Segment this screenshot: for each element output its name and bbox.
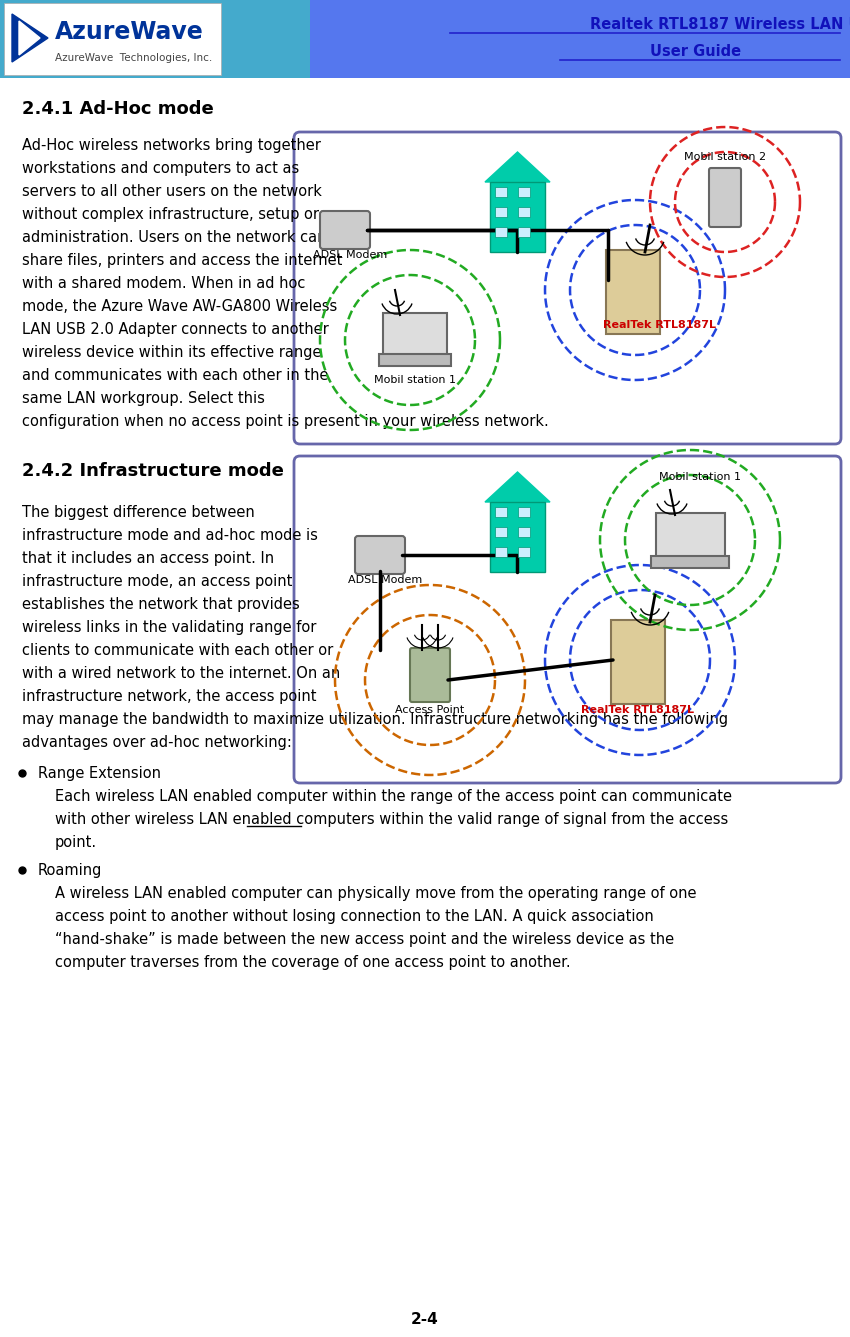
FancyBboxPatch shape: [495, 547, 507, 558]
Text: Access Point: Access Point: [395, 705, 465, 715]
Text: AzureWave  Technologies, Inc.: AzureWave Technologies, Inc.: [55, 53, 212, 63]
FancyBboxPatch shape: [495, 527, 507, 537]
Text: AzureWave: AzureWave: [55, 20, 204, 44]
Text: access point to another without losing connection to the LAN. A quick associatio: access point to another without losing c…: [55, 909, 654, 924]
FancyBboxPatch shape: [294, 132, 841, 444]
Text: LAN USB 2.0 Adapter connects to another: LAN USB 2.0 Adapter connects to another: [22, 322, 329, 337]
Polygon shape: [485, 152, 550, 182]
Text: Mobil station 1: Mobil station 1: [374, 374, 456, 385]
Text: ADSL Modem: ADSL Modem: [348, 575, 422, 586]
Text: establishes the network that provides: establishes the network that provides: [22, 598, 300, 612]
Text: same LAN workgroup. Select this: same LAN workgroup. Select this: [22, 390, 265, 406]
Text: infrastructure mode and ad-hoc mode is: infrastructure mode and ad-hoc mode is: [22, 528, 318, 543]
Text: with a shared modem. When in ad hoc: with a shared modem. When in ad hoc: [22, 275, 305, 291]
FancyBboxPatch shape: [383, 313, 447, 357]
FancyBboxPatch shape: [355, 536, 405, 574]
Text: User Guide: User Guide: [650, 44, 741, 60]
Text: RealTek RTL8187L: RealTek RTL8187L: [604, 320, 717, 330]
FancyBboxPatch shape: [518, 207, 530, 217]
Text: and communicates with each other in the: and communicates with each other in the: [22, 368, 328, 382]
FancyBboxPatch shape: [0, 0, 850, 78]
Text: servers to all other users on the network: servers to all other users on the networ…: [22, 185, 322, 199]
Text: “hand-shake” is made between the new access point and the wireless device as the: “hand-shake” is made between the new acc…: [55, 932, 674, 947]
Text: infrastructure network, the access point: infrastructure network, the access point: [22, 689, 316, 705]
Text: that it includes an access point. In: that it includes an access point. In: [22, 551, 274, 566]
FancyBboxPatch shape: [656, 513, 725, 559]
FancyBboxPatch shape: [518, 547, 530, 558]
FancyBboxPatch shape: [320, 211, 370, 249]
FancyBboxPatch shape: [294, 456, 841, 783]
FancyBboxPatch shape: [4, 3, 221, 75]
Text: mode, the Azure Wave AW-GA800 Wireless: mode, the Azure Wave AW-GA800 Wireless: [22, 299, 337, 314]
FancyBboxPatch shape: [379, 354, 451, 366]
Text: administration. Users on the network can: administration. Users on the network can: [22, 230, 326, 245]
FancyBboxPatch shape: [651, 556, 729, 568]
Text: Ad-Hoc wireless networks bring together: Ad-Hoc wireless networks bring together: [22, 138, 320, 152]
Text: Mobil station 1: Mobil station 1: [659, 472, 741, 483]
Text: workstations and computers to act as: workstations and computers to act as: [22, 160, 299, 176]
Text: The biggest difference between: The biggest difference between: [22, 505, 255, 520]
Text: computer traverses from the coverage of one access point to another.: computer traverses from the coverage of …: [55, 955, 570, 971]
Text: Roaming: Roaming: [38, 862, 102, 878]
FancyBboxPatch shape: [490, 182, 545, 251]
Text: configuration when no access point is present in your wireless network.: configuration when no access point is pr…: [22, 414, 549, 429]
Text: 2.4.2 Infrastructure mode: 2.4.2 Infrastructure mode: [22, 463, 284, 480]
Text: A wireless LAN enabled computer can physically move from the operating range of : A wireless LAN enabled computer can phys…: [55, 886, 696, 901]
Polygon shape: [485, 472, 550, 501]
Polygon shape: [12, 13, 48, 62]
Text: with a wired network to the internet. On an: with a wired network to the internet. On…: [22, 666, 340, 681]
FancyBboxPatch shape: [490, 501, 545, 572]
FancyBboxPatch shape: [495, 507, 507, 517]
Text: Each wireless LAN enabled computer within the range of the access point can comm: Each wireless LAN enabled computer withi…: [55, 789, 732, 804]
Text: with other wireless LAN enabled computers within the valid range of signal from : with other wireless LAN enabled computer…: [55, 812, 728, 828]
FancyBboxPatch shape: [518, 227, 530, 237]
Text: advantages over ad-hoc networking:: advantages over ad-hoc networking:: [22, 735, 292, 750]
FancyBboxPatch shape: [495, 227, 507, 237]
Text: 2.4.1 Ad-Hoc mode: 2.4.1 Ad-Hoc mode: [22, 100, 213, 118]
Text: Range Extension: Range Extension: [38, 766, 161, 781]
Text: ADSL Modem: ADSL Modem: [313, 250, 387, 259]
FancyBboxPatch shape: [709, 168, 741, 227]
Text: 2-4: 2-4: [411, 1313, 439, 1328]
Text: share files, printers and access the internet: share files, printers and access the int…: [22, 253, 343, 267]
Text: RealTek RTL8187L: RealTek RTL8187L: [581, 705, 694, 715]
Text: may manage the bandwidth to maximize utilization. Infrastructure networking has : may manage the bandwidth to maximize uti…: [22, 713, 728, 727]
FancyBboxPatch shape: [518, 527, 530, 537]
Polygon shape: [19, 21, 40, 55]
Text: point.: point.: [55, 836, 97, 850]
FancyBboxPatch shape: [518, 187, 530, 197]
Text: without complex infrastructure, setup or: without complex infrastructure, setup or: [22, 207, 319, 222]
FancyBboxPatch shape: [611, 620, 665, 705]
Text: infrastructure mode, an access point: infrastructure mode, an access point: [22, 574, 292, 590]
FancyBboxPatch shape: [410, 648, 450, 702]
Text: clients to communicate with each other or: clients to communicate with each other o…: [22, 643, 333, 658]
Text: Mobil station 2: Mobil station 2: [684, 152, 766, 162]
FancyBboxPatch shape: [518, 507, 530, 517]
FancyBboxPatch shape: [0, 0, 310, 78]
FancyBboxPatch shape: [495, 187, 507, 197]
FancyBboxPatch shape: [495, 207, 507, 217]
FancyBboxPatch shape: [606, 250, 660, 334]
Text: Realtek RTL8187 Wireless LAN USB 2.0 Adapter: Realtek RTL8187 Wireless LAN USB 2.0 Ada…: [590, 17, 850, 32]
Text: wireless device within its effective range: wireless device within its effective ran…: [22, 345, 321, 360]
Text: wireless links in the validating range for: wireless links in the validating range f…: [22, 620, 316, 635]
